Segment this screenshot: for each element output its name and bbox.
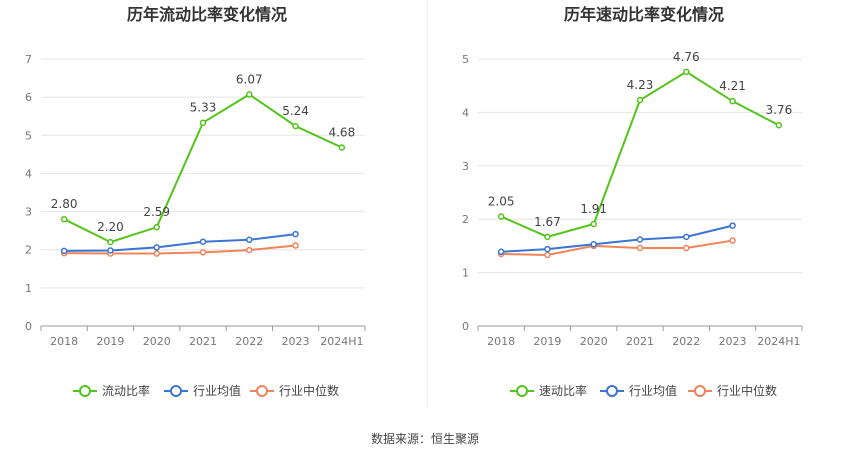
chart1-series-3-point: [153, 250, 160, 257]
chart1-data-label: 2.80: [51, 197, 78, 211]
chart2-legend-marker-dot: [694, 385, 706, 397]
chart1-y-tick-label: 7: [25, 53, 32, 66]
chart1-series-3-point: [246, 246, 253, 254]
chart2-data-label: 4.21: [719, 79, 746, 93]
chart2-data-label: 1.91: [580, 202, 607, 216]
chart2-series-1-line: [500, 70, 780, 238]
chart1-y-tick-label: 0: [25, 320, 32, 333]
chart2-series-1-point: [729, 97, 736, 105]
chart1-data-label: 5.24: [282, 104, 309, 118]
chart2-legend-label: 行业中位数: [717, 383, 777, 398]
chart2-series-3-point: [544, 251, 551, 259]
chart2-series-3-point: [683, 244, 690, 252]
chart2-y-tick-label: 3: [462, 160, 469, 173]
chart2-x-tick-label: 2020: [580, 335, 608, 348]
chart1-title: 历年流动比率变化情况: [127, 5, 287, 24]
chart2-series-3-point: [729, 237, 736, 244]
chart2-series-2-point: [636, 236, 644, 243]
chart2-series-2-point: [683, 233, 690, 241]
chart2-data-label: 2.05: [488, 195, 515, 209]
chart2-series-1-point: [775, 121, 783, 129]
chart1-series-1-point: [60, 215, 68, 223]
chart1-legend-label: 行业均值: [193, 383, 241, 398]
chart1-x-tick-label: 2023: [282, 335, 310, 348]
chart1-legend-label: 行业中位数: [279, 383, 339, 398]
chart1-series-3-line: [64, 244, 296, 255]
chart1-x-tick-label: 2020: [143, 335, 171, 348]
chart1-legend-marker-dot: [256, 385, 268, 397]
chart2-series-3-line: [501, 239, 733, 256]
chart1-x-tick-label: 2024H1: [320, 335, 363, 348]
chart1-x-tick-label: 2021: [189, 335, 217, 348]
chart2-data-label: 3.76: [765, 103, 792, 117]
chart2-x-tick-label: 2018: [487, 335, 515, 348]
chart1-series-2-point: [107, 247, 114, 254]
chart2-x-tick-label: 2024H1: [757, 335, 800, 348]
chart1-data-label: 5.33: [190, 101, 217, 115]
chart1-series-2-point: [292, 230, 299, 238]
chart1-y-tick-label: 5: [25, 129, 32, 142]
chart1-series-3-point: [199, 249, 207, 256]
chart2-series-2-line: [501, 224, 733, 253]
chart1-series-2-point: [153, 244, 160, 251]
chart1-series-1-point: [107, 238, 114, 246]
chart1-y-tick-label: 2: [25, 244, 32, 257]
chart1-x-tick-label: 2022: [235, 335, 263, 348]
chart2-series-2-point: [497, 248, 505, 256]
chart2-legend-label: 行业均值: [629, 383, 677, 398]
chart2-x-tick-label: 2022: [672, 335, 700, 348]
chart2-series-1-point: [636, 96, 644, 104]
chart1-data-label: 2.20: [97, 220, 124, 234]
chart2-y-tick-label: 5: [462, 53, 469, 66]
chart1-series-3-point: [292, 242, 299, 249]
chart1-y-tick-label: 1: [25, 282, 32, 295]
chart2-series-1-point: [683, 68, 690, 76]
chart2-x-tick-label: 2021: [626, 335, 654, 348]
chart1-data-label: 2.59: [143, 205, 170, 219]
chart2-series-2-point: [590, 241, 597, 248]
chart1-series-2-point: [246, 236, 253, 244]
chart1-legend-marker-dot: [170, 385, 182, 397]
chart1-y-tick-label: 4: [25, 167, 32, 180]
chart2-data-label: 4.76: [673, 50, 700, 64]
chart2-legend-marker-dot: [516, 385, 528, 397]
chart2-data-label: 4.23: [627, 78, 654, 92]
chart1-y-tick-label: 3: [25, 206, 32, 219]
chart1-data-label: 4.68: [328, 125, 355, 139]
chart2-series-1-point: [590, 220, 597, 228]
chart1-series-1-point: [338, 144, 346, 151]
chart2-series-1-point: [544, 233, 551, 241]
chart2-y-tick-label: 1: [462, 267, 469, 280]
chart1-series-1-point: [292, 122, 299, 130]
chart2-data-label: 1.67: [534, 215, 561, 229]
chart1-series-2-line: [64, 233, 296, 252]
chart1-series-2-point: [60, 247, 68, 255]
chart2-x-tick-label: 2023: [719, 335, 747, 348]
chart1-legend-label: 流动比率: [102, 383, 150, 398]
chart2-series-3-point: [636, 244, 644, 252]
chart2-legend-label: 速动比率: [539, 383, 587, 398]
panel-divider: [427, 0, 428, 408]
chart1-y-tick-label: 6: [25, 91, 32, 104]
chart1-series-1-point: [246, 91, 253, 98]
chart1-series-1-point: [153, 223, 160, 231]
chart2-legend-marker-dot: [606, 385, 618, 397]
chart2-y-tick-label: 4: [462, 106, 469, 119]
chart1-x-tick-label: 2019: [96, 335, 124, 348]
chart2-series-2-point: [544, 245, 551, 253]
chart2-series-2-point: [729, 222, 736, 229]
chart1-x-tick-label: 2018: [50, 335, 78, 348]
chart1-data-label: 6.07: [236, 72, 263, 86]
chart2-series-1-point: [497, 213, 505, 220]
chart1-legend-marker-dot: [79, 385, 91, 397]
chart2-y-tick-label: 0: [462, 320, 469, 333]
chart1-series-1-point: [199, 119, 207, 126]
chart2-x-tick-label: 2019: [533, 335, 561, 348]
chart2-title: 历年速动比率变化情况: [564, 5, 724, 24]
chart1-series-2-point: [199, 238, 207, 245]
data-source-note: 数据来源：恒生聚源: [370, 432, 479, 446]
chart2-y-tick-label: 2: [462, 213, 469, 226]
